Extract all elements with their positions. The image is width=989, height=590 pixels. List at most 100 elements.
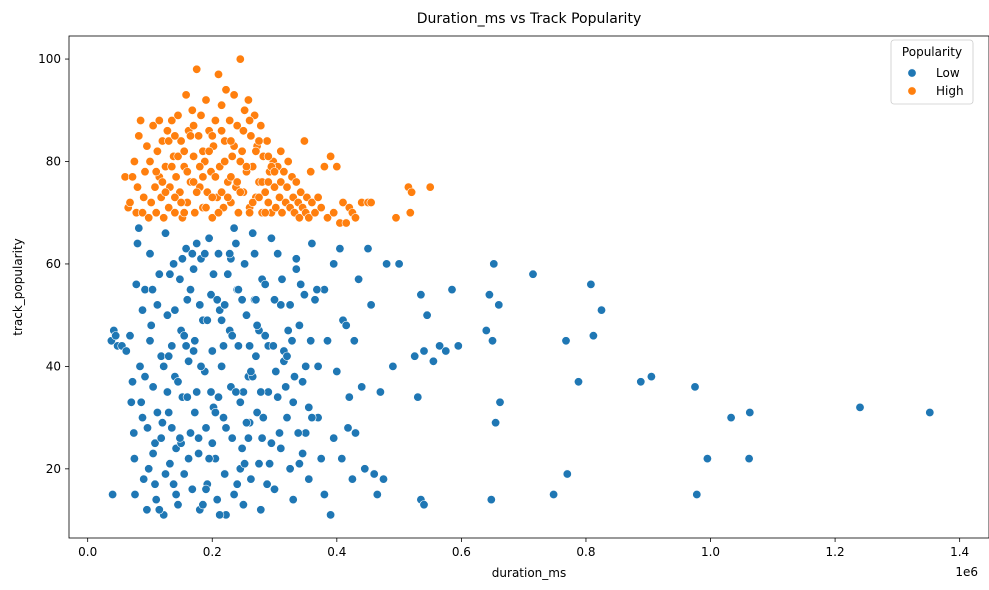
point-low-179 — [167, 423, 177, 433]
point-high-18 — [151, 208, 161, 218]
point-low-161 — [586, 279, 596, 289]
point-high-190 — [254, 136, 264, 146]
point-high-126 — [332, 162, 342, 172]
point-low-35 — [164, 407, 174, 417]
point-low-271 — [212, 295, 222, 305]
point-high-140 — [425, 182, 435, 192]
point-low-29 — [154, 269, 164, 279]
point-high-70 — [232, 121, 242, 131]
x-tick-label: 0.8 — [576, 545, 595, 559]
point-low-78 — [231, 239, 241, 249]
point-low-51 — [189, 264, 199, 274]
point-low-272 — [219, 341, 229, 351]
point-low-242 — [215, 510, 225, 520]
point-low-82 — [237, 443, 247, 453]
point-low-144 — [435, 341, 445, 351]
point-low-240 — [202, 315, 212, 325]
point-low-164 — [636, 377, 646, 387]
point-high-120 — [313, 192, 323, 202]
point-high-144 — [182, 167, 192, 177]
point-low-134 — [378, 474, 388, 484]
axes-layer — [68, 35, 989, 539]
point-high-113 — [299, 136, 309, 146]
point-low-94 — [256, 505, 266, 515]
point-high-161 — [226, 172, 236, 182]
point-low-246 — [240, 459, 250, 469]
point-low-106 — [291, 264, 301, 274]
point-low-92 — [252, 407, 262, 417]
point-high-148 — [220, 157, 230, 167]
point-low-140 — [416, 290, 426, 300]
point-high-146 — [201, 203, 211, 213]
point-low-198 — [285, 300, 295, 310]
point-low-69 — [217, 361, 227, 371]
point-low-223 — [294, 459, 304, 469]
point-low-98 — [266, 438, 276, 448]
point-high-89 — [262, 136, 272, 146]
point-high-34 — [176, 136, 186, 146]
point-low-21 — [142, 505, 152, 515]
point-low-99 — [269, 484, 279, 494]
y-tick-label: 20 — [46, 462, 61, 476]
point-high-179 — [151, 167, 161, 177]
point-low-36 — [165, 459, 175, 469]
point-low-30 — [156, 351, 166, 361]
point-low-160 — [573, 377, 583, 387]
point-high-88 — [260, 187, 270, 197]
legend-label-low: Low — [936, 66, 960, 80]
y-axis-label: track_popularity — [11, 238, 25, 335]
point-high-174 — [232, 177, 242, 187]
point-low-117 — [326, 510, 336, 520]
point-high-16 — [148, 121, 158, 131]
point-low-149 — [484, 290, 494, 300]
point-low-226 — [313, 361, 323, 371]
point-low-153 — [494, 300, 504, 310]
point-low-159 — [562, 469, 572, 479]
point-high-85 — [256, 121, 266, 131]
point-low-96 — [260, 331, 270, 341]
point-low-235 — [171, 489, 181, 499]
point-low-27 — [151, 495, 161, 505]
point-high-132 — [350, 213, 360, 223]
point-high-2 — [125, 198, 135, 208]
point-low-165 — [646, 372, 656, 382]
point-high-177 — [260, 208, 270, 218]
point-low-80 — [233, 341, 243, 351]
point-low-208 — [201, 484, 211, 494]
point-high-4 — [129, 157, 139, 167]
point-low-238 — [190, 407, 200, 417]
point-low-282 — [281, 382, 291, 392]
point-high-50 — [201, 95, 211, 105]
point-low-178 — [161, 469, 171, 479]
point-low-18 — [138, 413, 148, 423]
point-low-37 — [167, 341, 177, 351]
point-low-189 — [229, 223, 239, 233]
point-high-163 — [245, 208, 255, 218]
point-low-3 — [108, 489, 118, 499]
point-low-126 — [354, 274, 364, 284]
point-high-63 — [221, 85, 231, 95]
point-low-101 — [276, 300, 286, 310]
point-low-219 — [269, 295, 279, 305]
point-low-133 — [375, 387, 385, 397]
point-high-110 — [294, 213, 304, 223]
point-high-67 — [227, 151, 237, 161]
point-high-154 — [276, 146, 286, 156]
point-low-283 — [287, 336, 297, 346]
point-high-125 — [329, 208, 339, 218]
point-high-138 — [405, 208, 415, 218]
point-low-172 — [855, 402, 865, 412]
point-low-148 — [481, 325, 491, 335]
point-high-25 — [162, 126, 172, 136]
point-low-42 — [175, 274, 185, 284]
point-high-12 — [142, 141, 152, 151]
point-low-199 — [291, 254, 301, 264]
point-high-139 — [407, 187, 417, 197]
point-low-166 — [690, 382, 700, 392]
point-low-252 — [277, 274, 287, 284]
point-low-31 — [157, 418, 167, 428]
point-high-181 — [170, 131, 180, 141]
point-low-184 — [198, 500, 208, 510]
point-low-127 — [357, 382, 367, 392]
point-high-71 — [233, 208, 243, 218]
